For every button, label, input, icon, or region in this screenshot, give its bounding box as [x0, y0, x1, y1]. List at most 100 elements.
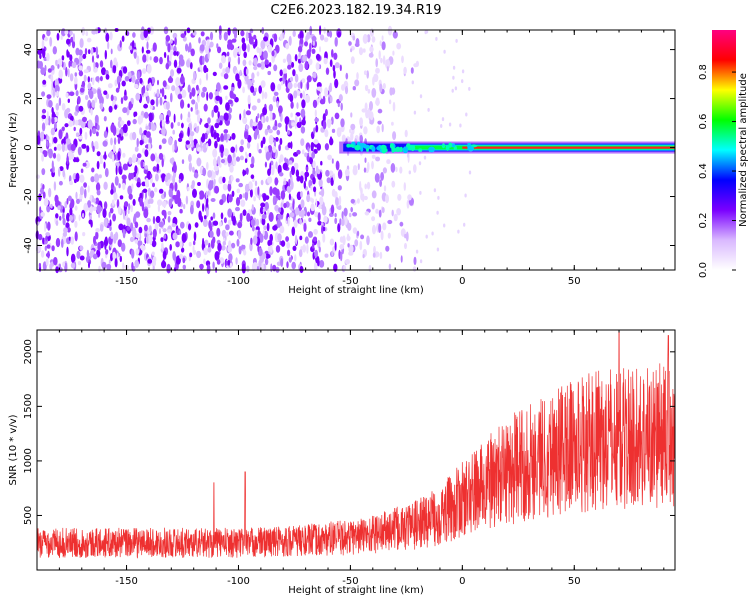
noise-blob: [369, 101, 373, 111]
noise-blob: [178, 178, 182, 184]
noise-blob: [364, 211, 370, 216]
noise-blob: [437, 195, 440, 200]
noise-blob: [179, 58, 185, 67]
noise-blob: [300, 138, 305, 147]
noise-blob: [174, 37, 177, 46]
noise-blob: [237, 56, 241, 65]
noise-blob: [96, 131, 99, 137]
noise-blob: [169, 75, 172, 80]
noise-blob: [335, 197, 339, 206]
noise-blob: [137, 70, 141, 81]
noise-blob: [337, 169, 343, 179]
noise-blob: [300, 199, 305, 209]
noise-blob: [212, 71, 217, 77]
noise-blob: [202, 203, 205, 212]
noise-blob: [272, 145, 277, 153]
noise-blob: [448, 122, 452, 127]
noise-blob: [98, 265, 101, 273]
noise-blob: [316, 82, 322, 88]
noise-blob: [379, 83, 383, 93]
noise-blob: [333, 263, 338, 272]
colorbar-tick-label: 0.2: [698, 213, 709, 229]
noise-blob: [337, 223, 341, 233]
noise-blob: [320, 160, 323, 166]
noise-blob: [337, 102, 340, 108]
noise-blob: [58, 69, 63, 79]
noise-blob: [180, 33, 186, 39]
noise-blob: [47, 68, 52, 73]
noise-blob: [85, 94, 89, 101]
noise-blob: [291, 122, 296, 127]
noise-blob: [144, 233, 148, 238]
noise-blob: [50, 127, 56, 136]
noise-blob: [128, 157, 133, 165]
noise-blob: [92, 128, 97, 135]
noise-blob: [393, 213, 398, 222]
noise-blob: [147, 199, 152, 205]
noise-blob: [255, 218, 260, 227]
noise-blob: [368, 264, 372, 272]
noise-blob: [382, 222, 387, 231]
noise-blob: [274, 177, 279, 186]
noise-blob: [379, 40, 382, 46]
snr-x-tick-label: -100: [227, 576, 250, 587]
noise-blob: [253, 196, 256, 202]
noise-blob: [116, 75, 122, 83]
noise-blob: [223, 112, 229, 121]
noise-blob: [217, 46, 222, 54]
noise-blob: [143, 91, 149, 97]
line-onset-blob: [428, 146, 435, 153]
noise-blob: [167, 43, 171, 53]
noise-blob: [244, 191, 249, 201]
noise-blob: [40, 250, 45, 258]
snr-y-tick-label: 1000: [23, 448, 34, 473]
noise-blob: [304, 173, 308, 182]
noise-blob: [326, 177, 331, 184]
noise-blob: [277, 164, 282, 175]
noise-blob: [52, 166, 55, 173]
noise-blob: [228, 180, 232, 185]
noise-blob: [410, 67, 414, 74]
noise-blob: [144, 165, 148, 170]
noise-blob: [181, 233, 187, 243]
noise-blob: [268, 62, 272, 67]
noise-blob: [265, 115, 269, 123]
noise-blob: [167, 54, 170, 63]
noise-blob: [113, 137, 117, 145]
noise-blob: [337, 185, 342, 191]
noise-blob: [354, 79, 360, 87]
noise-blob: [264, 91, 268, 99]
noise-blob: [136, 181, 141, 188]
noise-blob: [413, 256, 417, 266]
noise-blob: [119, 195, 124, 200]
noise-blob: [113, 192, 118, 201]
noise-blob: [142, 54, 147, 63]
noise-blob: [126, 226, 131, 232]
noise-blob: [200, 31, 205, 37]
noise-blob: [86, 249, 90, 258]
noise-blob: [401, 55, 404, 64]
noise-blob: [317, 212, 321, 222]
noise-blob: [352, 227, 358, 234]
noise-blob: [250, 85, 255, 93]
noise-blob: [309, 197, 313, 202]
noise-blob: [130, 204, 134, 213]
noise-blob: [292, 200, 295, 210]
noise-blob: [114, 79, 118, 87]
noise-blob: [231, 86, 235, 92]
noise-blob: [139, 77, 143, 84]
noise-blob: [42, 261, 47, 271]
noise-blob: [238, 182, 243, 188]
noise-blob: [74, 76, 78, 85]
noise-blob: [140, 245, 146, 251]
noise-blob: [110, 123, 115, 133]
noise-blob: [242, 169, 245, 177]
noise-blob: [111, 154, 115, 163]
noise-blob: [271, 50, 275, 57]
noise-blob: [96, 124, 100, 131]
noise-blob: [87, 76, 91, 83]
noise-blob: [350, 198, 355, 204]
noise-blob: [115, 128, 121, 136]
noise-blob: [82, 116, 87, 123]
noise-blob: [122, 228, 126, 239]
